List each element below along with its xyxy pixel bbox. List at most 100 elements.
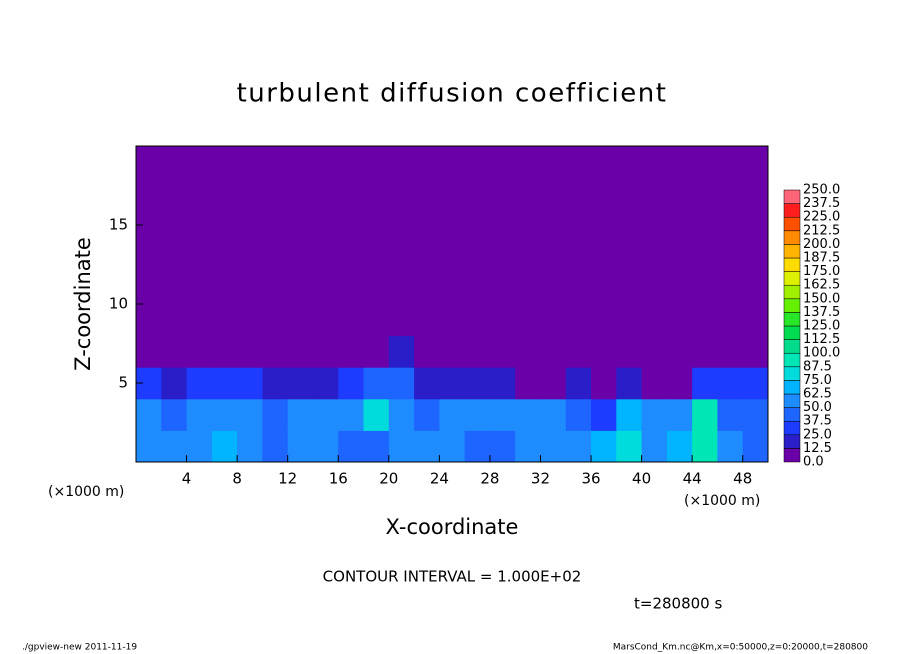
cell [312, 272, 339, 305]
cell [464, 367, 491, 400]
cell [742, 335, 769, 368]
cell [388, 209, 415, 242]
cell [388, 177, 415, 210]
x-tick-label: 24 [430, 470, 449, 488]
cell [262, 209, 289, 242]
colorbar-label: 250.0 [803, 183, 840, 198]
cell [312, 146, 339, 179]
cell [641, 335, 668, 368]
cell [312, 430, 339, 463]
cell [338, 367, 365, 400]
cell [666, 240, 693, 273]
cell [666, 304, 693, 337]
cell [237, 272, 263, 305]
y-tick-label: 15 [109, 216, 128, 234]
cell [692, 398, 718, 431]
cell [388, 146, 415, 179]
cell [186, 367, 213, 400]
cell [312, 398, 339, 431]
cell [388, 367, 415, 400]
cell [136, 398, 162, 431]
cell [616, 146, 643, 179]
cell [414, 367, 440, 400]
cell [439, 177, 466, 210]
cell [287, 146, 314, 179]
cell [489, 398, 516, 431]
cell [591, 430, 617, 463]
cell [742, 398, 769, 431]
x-tick-label: 28 [480, 470, 499, 488]
cell [363, 209, 390, 242]
colorbar-label: 0.0 [803, 455, 824, 470]
cell [717, 209, 744, 242]
cell [641, 430, 668, 463]
colorbar-box [783, 257, 801, 272]
cell [312, 240, 339, 273]
cell [616, 304, 643, 337]
cell [414, 240, 440, 273]
cell [666, 367, 693, 400]
cell [161, 272, 188, 305]
cell [464, 430, 491, 463]
cell [616, 177, 643, 210]
cell [489, 146, 516, 179]
cell [338, 335, 365, 368]
cell [489, 430, 516, 463]
colorbar-label: 100.0 [803, 346, 840, 361]
cell [742, 304, 769, 337]
cell [414, 430, 440, 463]
cell [338, 177, 365, 210]
cell [161, 177, 188, 210]
cell [717, 335, 744, 368]
cell [464, 240, 491, 273]
cell [692, 146, 718, 179]
colorbar-box [783, 298, 801, 313]
cell [186, 240, 213, 273]
cell [237, 304, 263, 337]
cell [641, 209, 668, 242]
cell [439, 272, 466, 305]
cell [363, 398, 390, 431]
cell [211, 367, 238, 400]
x-tick-label: 32 [531, 470, 550, 488]
cell [363, 304, 390, 337]
cell [338, 146, 365, 179]
cell [211, 146, 238, 179]
cell [489, 240, 516, 273]
cell [363, 367, 390, 400]
colorbar-label: 37.5 [803, 414, 832, 429]
x-tick-label: 48 [733, 470, 752, 488]
cell [414, 398, 440, 431]
cell [186, 177, 213, 210]
cell [489, 209, 516, 242]
cell [388, 335, 415, 368]
colorbar-box [783, 230, 801, 245]
cell [262, 430, 289, 463]
cell [186, 335, 213, 368]
cell [742, 240, 769, 273]
cell [591, 272, 617, 305]
colorbar-box [783, 339, 801, 354]
cell [287, 177, 314, 210]
cell [388, 398, 415, 431]
cell [136, 146, 162, 179]
cell [565, 240, 592, 273]
colorbar-box [783, 380, 801, 395]
cell [211, 209, 238, 242]
cell [211, 335, 238, 368]
colorbar-label: 137.5 [803, 305, 840, 320]
cell [312, 209, 339, 242]
cell [211, 304, 238, 337]
cell [439, 367, 466, 400]
cell [312, 367, 339, 400]
colorbar-box [783, 203, 801, 218]
cell [717, 430, 744, 463]
cell [338, 209, 365, 242]
cell [666, 146, 693, 179]
colorbar-box [783, 448, 801, 463]
cell [464, 177, 491, 210]
cell [717, 367, 744, 400]
cell [565, 209, 592, 242]
cell [666, 272, 693, 305]
